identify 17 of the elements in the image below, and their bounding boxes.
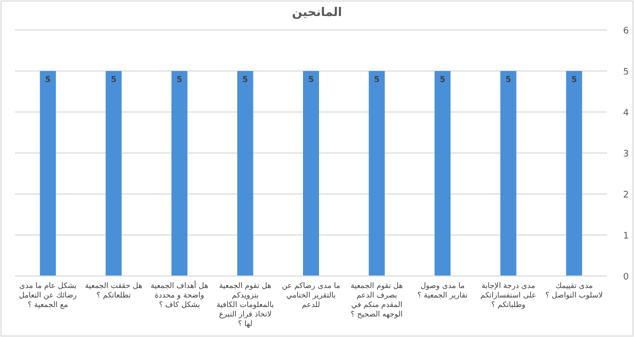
- data-label: 5: [571, 75, 578, 84]
- data-label: 5: [110, 75, 117, 84]
- data-label: 5: [506, 75, 512, 84]
- data-label: 5: [440, 75, 446, 84]
- y-tick-label: 1: [623, 232, 629, 242]
- chart-title: المانحين: [292, 5, 342, 19]
- y-tick-label: 2: [623, 190, 629, 200]
- data-label: 5: [374, 75, 380, 84]
- y-tick-label: 0: [623, 272, 630, 282]
- y-tick-label: 5: [623, 68, 629, 78]
- y-tick-label: 6: [623, 26, 630, 36]
- data-label: 5: [242, 75, 248, 84]
- data-label: 5: [308, 75, 314, 84]
- y-tick-label: 3: [623, 150, 629, 160]
- data-label: 5: [45, 75, 52, 84]
- y-tick-label: 4: [623, 108, 630, 118]
- data-label: 5: [176, 75, 183, 84]
